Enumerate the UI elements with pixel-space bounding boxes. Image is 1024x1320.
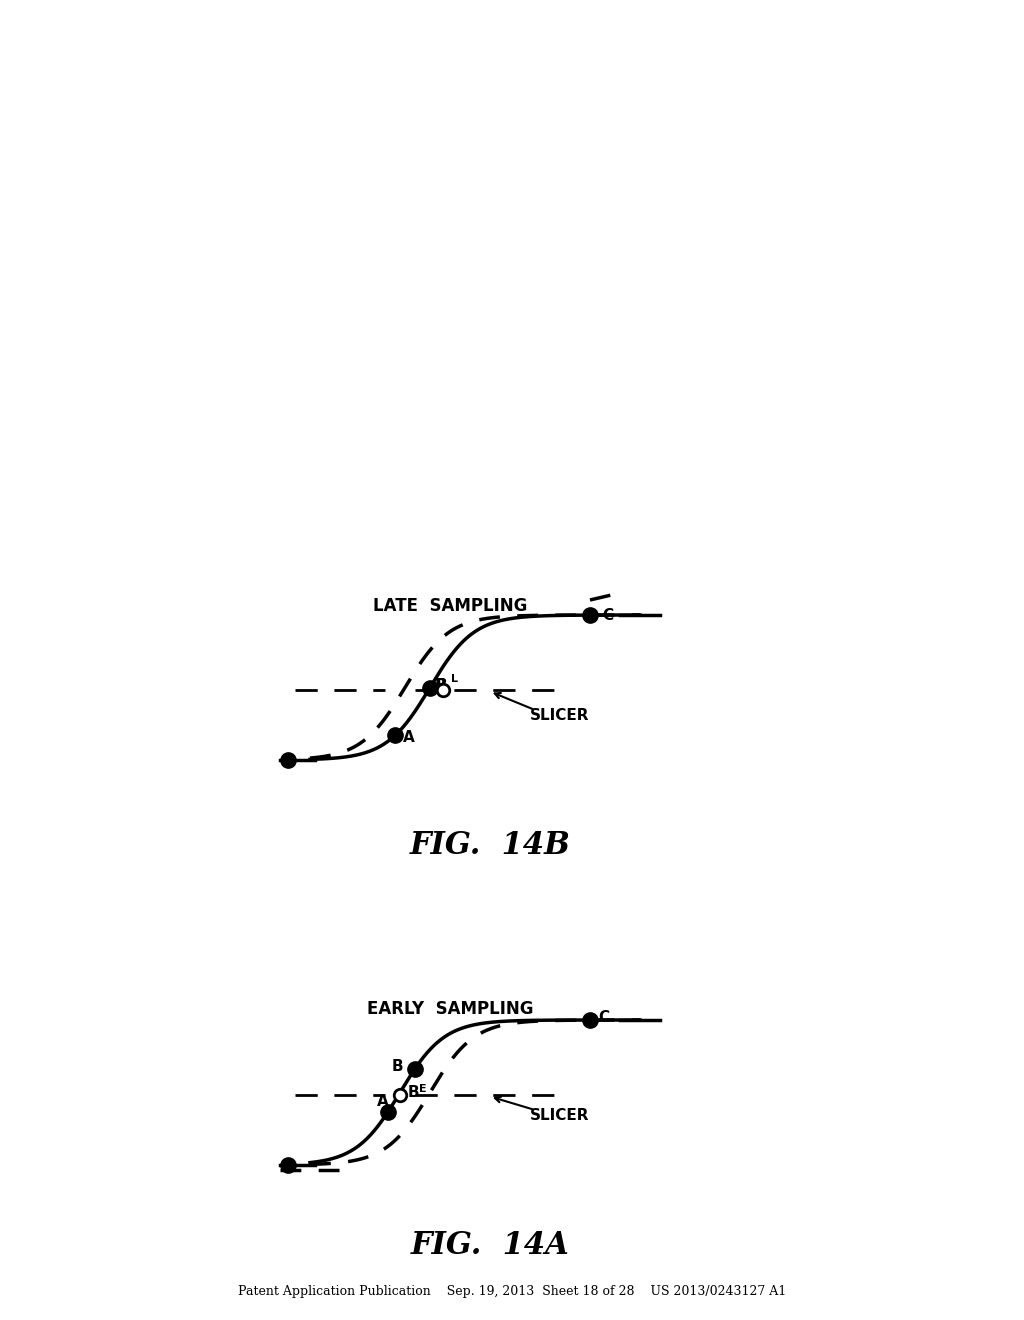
Text: B: B [435, 677, 446, 693]
Text: A: A [403, 730, 415, 746]
Text: Patent Application Publication    Sep. 19, 2013  Sheet 18 of 28    US 2013/02431: Patent Application Publication Sep. 19, … [238, 1284, 786, 1298]
Text: FIG.  14B: FIG. 14B [410, 830, 570, 861]
Text: E: E [419, 1084, 427, 1093]
Text: SLICER: SLICER [530, 1107, 590, 1122]
Text: B: B [408, 1085, 420, 1100]
Text: LATE  SAMPLING: LATE SAMPLING [373, 597, 527, 615]
Text: SLICER: SLICER [530, 708, 590, 722]
Text: B: B [435, 677, 446, 693]
Text: FIG.  14A: FIG. 14A [411, 1230, 569, 1261]
Text: C: C [598, 1010, 609, 1026]
Text: EARLY  SAMPLING: EARLY SAMPLING [367, 1001, 534, 1018]
Text: B: B [391, 1059, 403, 1073]
Text: C: C [602, 609, 613, 623]
Text: A: A [377, 1094, 389, 1109]
Text: L: L [451, 673, 458, 684]
